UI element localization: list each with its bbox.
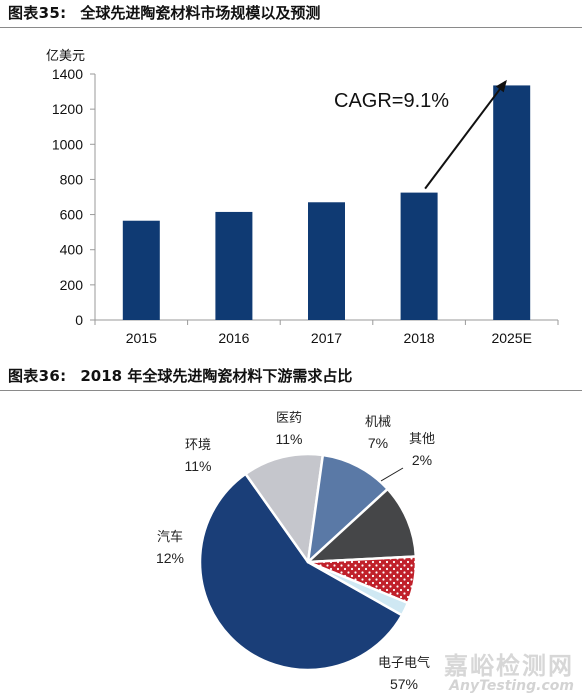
x-tick-label: 2016 [218, 330, 249, 346]
pie-slice-1 [198, 472, 404, 672]
pie-label-value: 11% [185, 458, 212, 474]
y-tick-label: 0 [75, 312, 83, 328]
pie-slice-3 [306, 453, 389, 564]
bar-chart-x-ticks: 2015 2016 2017 2018 2025E [94, 320, 559, 346]
y-tick-label: 1000 [52, 136, 83, 152]
bar-chart-bars [122, 85, 531, 320]
bar-2017 [308, 202, 345, 320]
cagr-annotation: CAGR=9.1% [334, 90, 449, 112]
cagr-arrow [424, 79, 507, 190]
pie-label-value: 7% [368, 435, 388, 451]
pie-label-name: 机械 [365, 415, 391, 430]
bar-2015 [122, 220, 160, 320]
bar-2025E [493, 85, 531, 320]
bar-2018 [400, 192, 438, 320]
pie-label-name: 环境 [185, 438, 211, 453]
y-tick-label: 1400 [52, 66, 83, 82]
pie-slice-2 [244, 452, 325, 564]
y-tick-label: 200 [60, 277, 84, 293]
pie-label-name: 医药 [276, 411, 302, 426]
watermark: 嘉峪检测网 AnyTesting.com [444, 652, 574, 695]
pie-slice-4 [306, 487, 418, 564]
bar-2016 [215, 211, 253, 320]
pie-labels: 电子电气 57% 汽车 12% 环境 11% 医药 11% 机械 7% 其他 2% [156, 411, 435, 692]
pie-label-name: 其他 [409, 432, 435, 447]
pie-label-value: 12% [156, 550, 184, 566]
figure1-label: 图表35: [8, 4, 67, 22]
figure2-header: 图表36: 2018 年全球先进陶瓷材料下游需求占比 [0, 363, 582, 389]
y-tick-label: 1200 [52, 101, 83, 117]
bar-chart-y-axis-label: 亿美元 [46, 49, 85, 64]
figure1-rule [0, 27, 582, 28]
watermark-main: 嘉峪检测网 [444, 652, 574, 681]
pie-slice-6 [306, 560, 410, 617]
y-tick-label: 800 [60, 171, 84, 187]
x-tick-label: 2018 [404, 330, 435, 346]
figure1-header: 图表35: 全球先进陶瓷材料市场规模以及预测 [0, 0, 582, 26]
other-leader-line [380, 467, 404, 482]
pie-label-value: 57% [390, 676, 418, 692]
pie-label-value: 2% [412, 452, 432, 468]
figure2-label: 图表36: [8, 367, 67, 385]
pie-slices [198, 452, 418, 672]
y-tick-label: 400 [60, 242, 84, 258]
x-tick-label: 2017 [311, 330, 342, 346]
pie-label-name: 汽车 [157, 529, 183, 545]
bar-chart-y-ticks: 0 200 400 600 800 1000 1200 1400 [52, 66, 95, 328]
pie-chart: 电子电气 57% 汽车 12% 环境 11% 医药 11% 机械 7% 其他 2% [156, 411, 435, 692]
x-tick-label: 2025E [491, 330, 531, 346]
figure2-title: 2018 年全球先进陶瓷材料下游需求占比 [80, 367, 353, 385]
watermark-sub: AnyTesting.com [449, 678, 574, 695]
y-tick-label: 600 [60, 207, 84, 223]
figure2-rule [0, 390, 582, 391]
x-tick-label: 2015 [126, 330, 157, 346]
pie-label-name: 电子电气 [378, 655, 430, 671]
figure1-title: 全球先进陶瓷材料市场规模以及预测 [80, 4, 321, 22]
pie-label-value: 11% [276, 431, 303, 447]
